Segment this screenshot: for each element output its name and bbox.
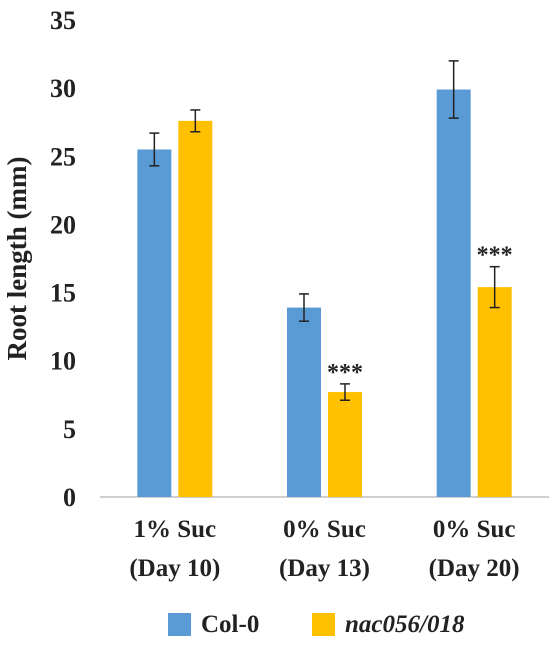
legend: Col-0 nac056/018: [168, 611, 465, 638]
bar: [328, 392, 362, 497]
bar: [178, 120, 213, 497]
category-label-line2: (Day 10): [129, 555, 220, 582]
significance-label: ***: [327, 360, 363, 386]
category-label-line1: 1% Suc: [134, 516, 217, 543]
bar: [287, 307, 321, 497]
bar: [137, 149, 172, 497]
category-label-line2: (Day 13): [279, 555, 370, 582]
legend-label: Col-0: [201, 611, 259, 638]
bar: [477, 287, 512, 497]
y-tick-label: 5: [63, 415, 76, 444]
y-axis-ticks: 0 5 10 15 20 25 30 35: [50, 6, 76, 512]
y-tick-label: 20: [50, 210, 76, 239]
legend-swatch: [312, 613, 335, 636]
y-tick-label: 25: [50, 142, 76, 171]
category-label-line1: 0% Suc: [433, 516, 516, 543]
legend-swatch: [168, 613, 191, 636]
bar: [436, 89, 471, 498]
category-label-line1: 0% Suc: [283, 516, 366, 543]
significance-label: ***: [477, 243, 513, 269]
y-tick-label: 30: [50, 74, 76, 103]
category-labels: 1% Suc (Day 10) 0% Suc (Day 13) 0% Suc (Day 2…: [129, 516, 519, 582]
category-label-line2: (Day 20): [429, 555, 520, 582]
y-tick-label: 0: [63, 483, 76, 512]
y-tick-label: 10: [50, 347, 76, 376]
legend-label: nac056/018: [345, 611, 465, 638]
y-axis-title: Root length (mm): [2, 157, 32, 361]
bars-group: *** ***: [137, 60, 513, 498]
y-tick-label: 35: [50, 6, 76, 35]
y-tick-label: 15: [50, 279, 76, 308]
